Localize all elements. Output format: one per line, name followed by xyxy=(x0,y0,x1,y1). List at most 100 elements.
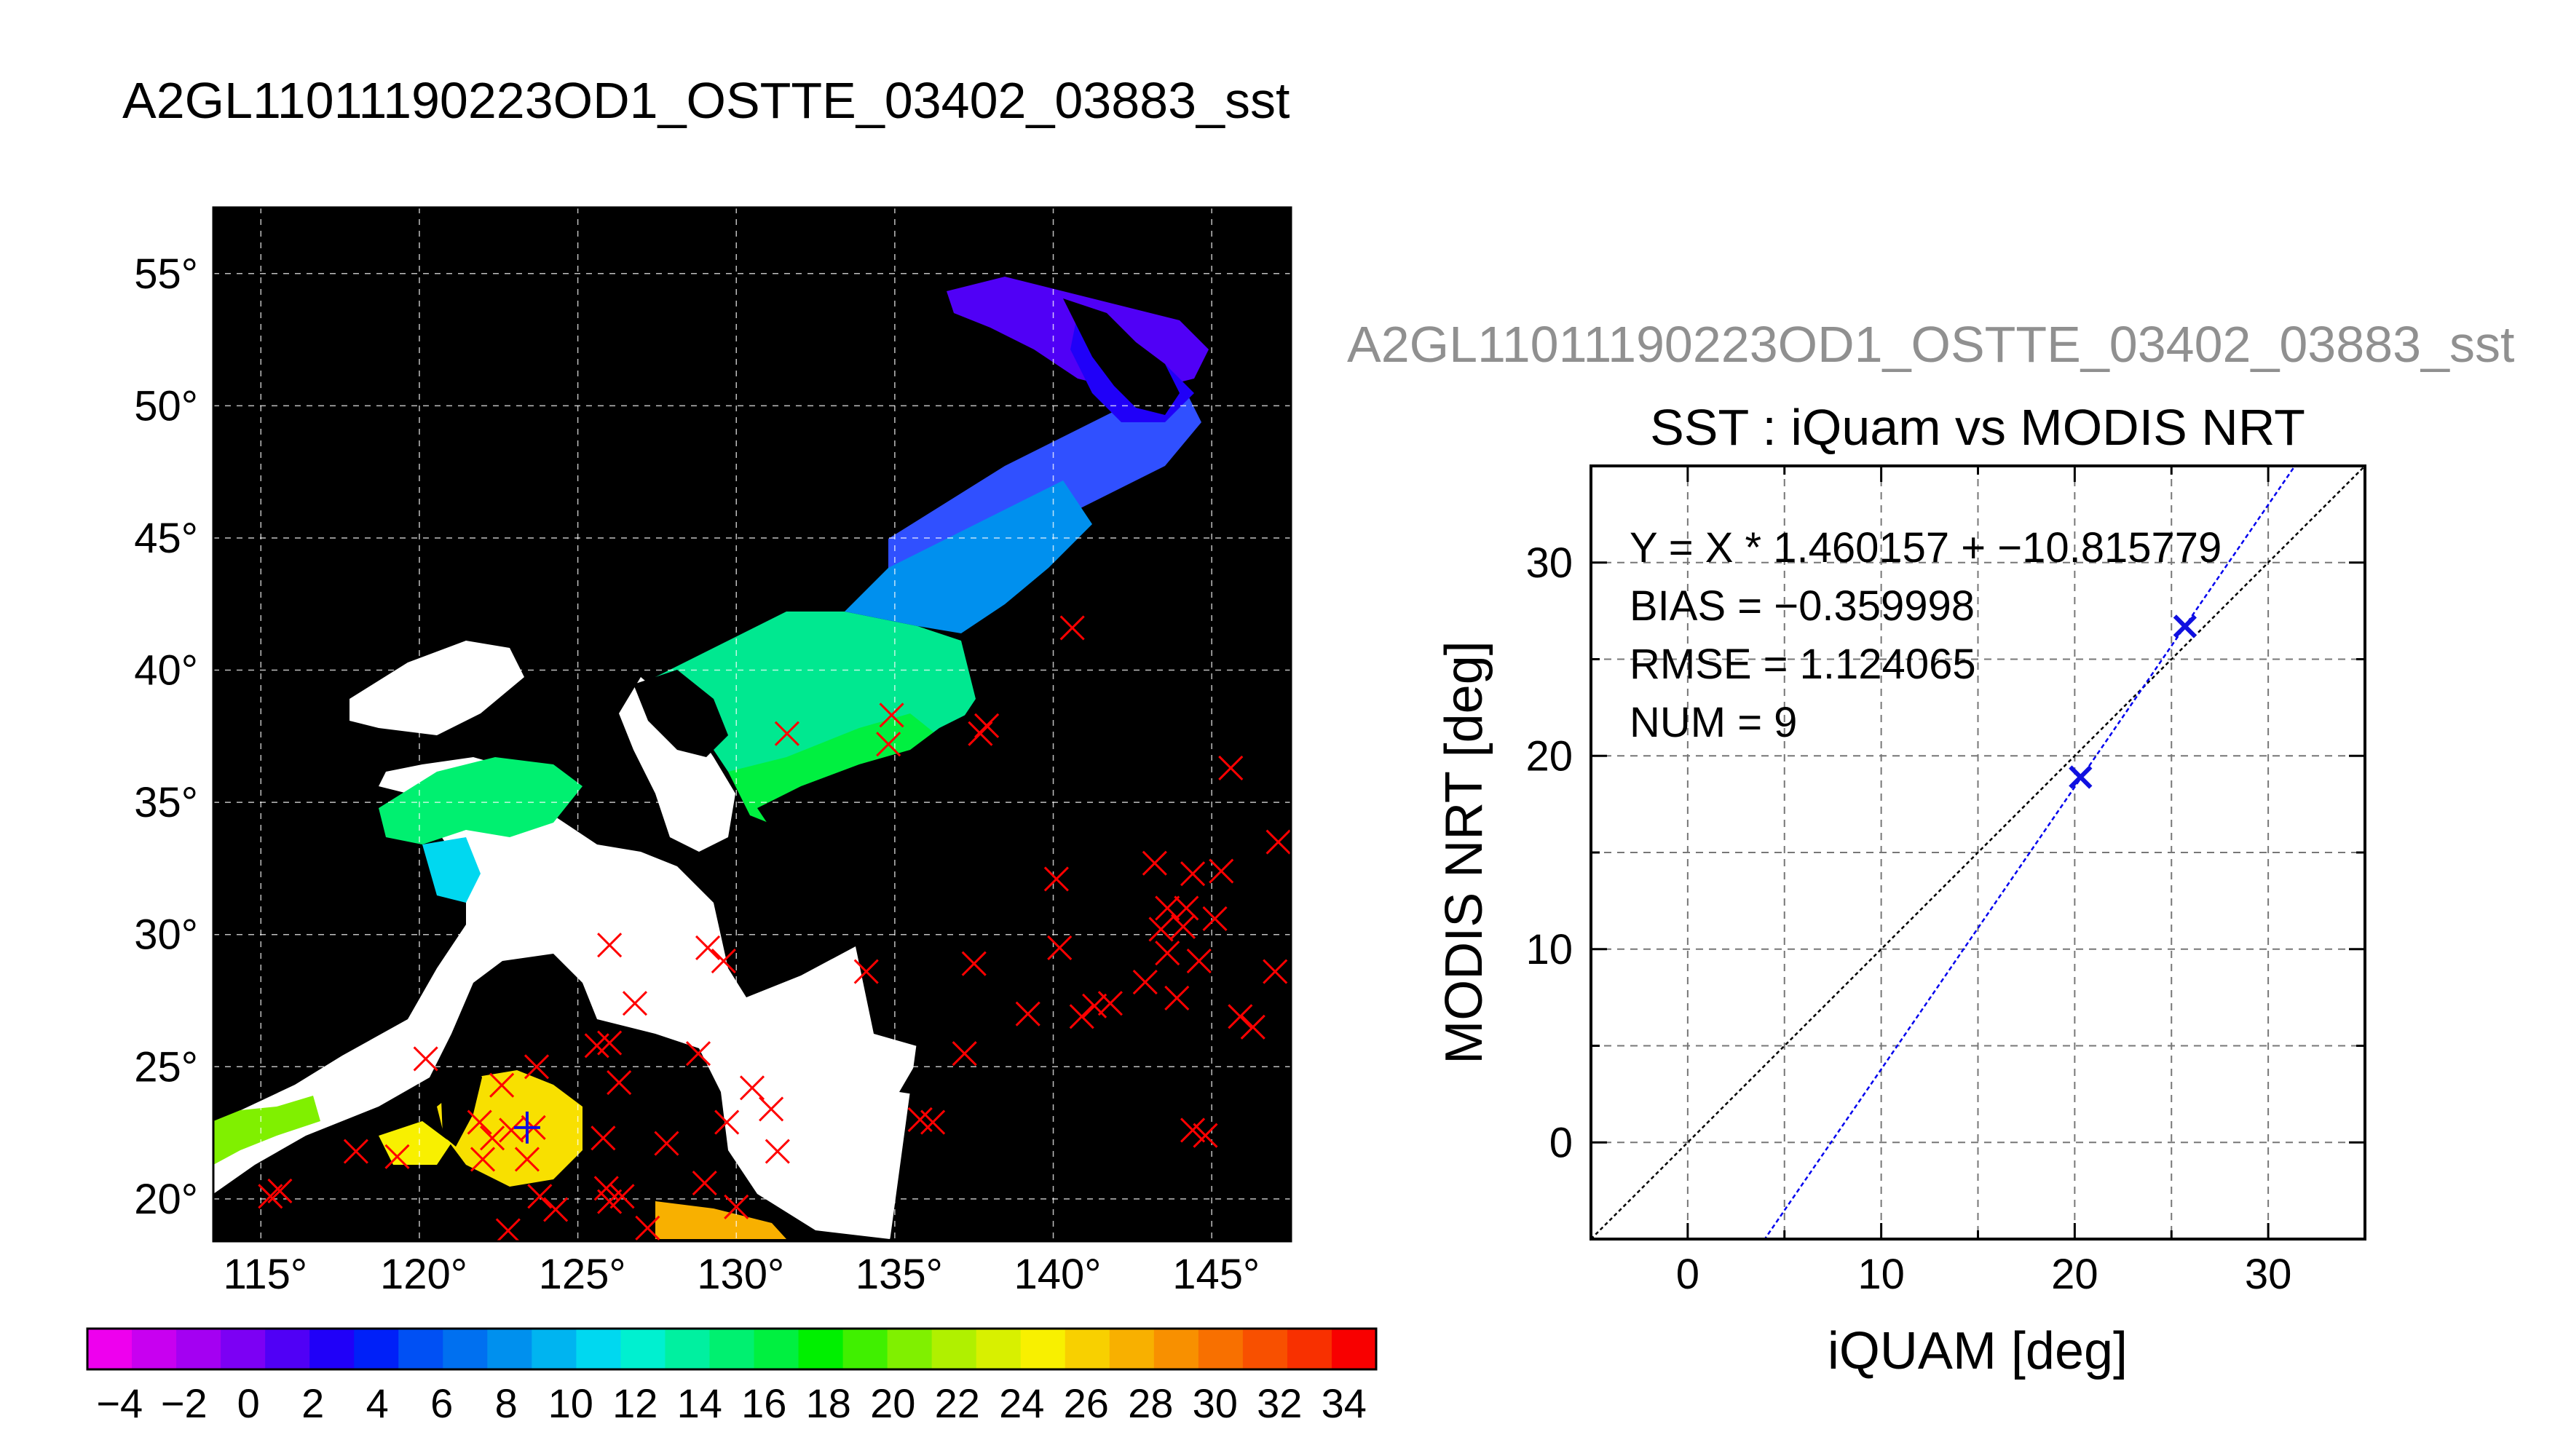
map-matched-marker xyxy=(513,1111,540,1144)
map-gridlines xyxy=(213,207,1291,1241)
map-lon-label: 140° xyxy=(1014,1251,1102,1298)
stats-num: NUM = 9 xyxy=(1630,699,1797,746)
colorbar-swatch xyxy=(1153,1329,1199,1369)
scatter-point xyxy=(2069,765,2093,789)
colorbar-swatch xyxy=(1198,1329,1244,1369)
colorbar-swatch xyxy=(398,1329,444,1369)
scatter-x-tick-label: 0 xyxy=(1676,1251,1699,1298)
map-marker xyxy=(607,1070,632,1096)
scatter-y-tick-label: 20 xyxy=(1525,732,1573,780)
map-lat-label: 45° xyxy=(134,515,198,562)
colorbar-tick-label: 18 xyxy=(806,1380,851,1426)
map-marker xyxy=(1059,615,1085,641)
map-marker xyxy=(470,1147,496,1172)
scatter-points xyxy=(2069,614,2197,789)
map-marker xyxy=(714,1109,740,1135)
map-marker xyxy=(952,1041,977,1067)
map-marker xyxy=(597,1030,623,1056)
map-marker xyxy=(1180,1117,1206,1143)
colorbar-swatch xyxy=(532,1329,577,1369)
map-marker xyxy=(1186,948,1212,974)
scatter-y-tick-label: 30 xyxy=(1525,539,1573,587)
scatter-panel: A2GL11011190223OD1_OSTTE_03402_03883_sst… xyxy=(1347,316,2514,1380)
map-marker xyxy=(1069,1004,1094,1029)
colorbar-tick-label: 10 xyxy=(548,1380,593,1426)
colorbar-tick-label: 22 xyxy=(935,1380,980,1426)
sst-patch-hokkaido-blue xyxy=(845,480,1092,633)
colorbar-tick-label: 8 xyxy=(495,1380,518,1426)
sst-patch-taiwan-yellow-2 xyxy=(379,1121,451,1165)
scatter-x-tick-label: 30 xyxy=(2245,1251,2292,1298)
colorbar-swatch xyxy=(1020,1329,1066,1369)
colorbar-tick-label: 14 xyxy=(677,1380,722,1426)
colorbar-swatch xyxy=(798,1329,844,1369)
colorbar-tick-label: 34 xyxy=(1322,1380,1367,1426)
sst-patch-south-china-green xyxy=(213,1096,320,1165)
fit-line xyxy=(1764,466,2297,1239)
colorbar-swatches xyxy=(87,1329,1377,1369)
colorbar-tick-label: 16 xyxy=(741,1380,786,1426)
scatter-y-tick-label: 10 xyxy=(1525,926,1573,973)
map-lat-labels: 55° 50° 45° 40° 35° 30° 25° 20° xyxy=(134,250,198,1223)
map-lon-label: 125° xyxy=(539,1251,626,1298)
scatter-ticks: 0 10 20 30 0 10 20 30 xyxy=(1525,466,2365,1298)
colorbar-swatch xyxy=(265,1329,310,1369)
colorbar-swatch xyxy=(176,1329,221,1369)
colorbar-swatch xyxy=(1331,1329,1377,1369)
colorbar-swatch xyxy=(1109,1329,1155,1369)
scatter-header: A2GL11011190223OD1_OSTTE_03402_03883_sst xyxy=(1347,316,2514,373)
map-marker xyxy=(489,1072,515,1098)
map-lon-label: 135° xyxy=(856,1251,943,1298)
map-marker xyxy=(853,959,879,984)
map-marker xyxy=(879,703,904,728)
colorbar-swatch xyxy=(842,1329,888,1369)
map-marker xyxy=(739,1075,765,1101)
colorbar-swatch xyxy=(576,1329,622,1369)
scatter-point xyxy=(2173,614,2197,638)
map-lon-label: 120° xyxy=(380,1251,467,1298)
sst-patch-yellowsea-cyan xyxy=(422,837,481,903)
colorbar-swatch xyxy=(221,1329,266,1369)
colorbar: −4 −2 0 2 4 6 8 10 12 14 16 18 20 22 24 26 28 30 32 34 xyxy=(86,1327,1378,1426)
colorbar-tick-label: −2 xyxy=(161,1380,208,1426)
map-marker xyxy=(499,1117,524,1143)
japan-honshu-land xyxy=(757,713,990,837)
map-lat-label: 35° xyxy=(134,779,198,826)
colorbar-swatch xyxy=(887,1329,933,1369)
ocean-east-black xyxy=(890,626,1291,1241)
map-marker xyxy=(635,1215,660,1241)
colorbar-swatch xyxy=(1287,1329,1332,1369)
map-marker xyxy=(1097,991,1123,1016)
map-marker xyxy=(1132,970,1158,995)
map-marker xyxy=(695,935,721,960)
map-marker xyxy=(876,732,901,757)
scatter-y-axis-label: MODIS NRT [deg] xyxy=(1435,641,1493,1064)
colorbar-tick-label: 28 xyxy=(1128,1380,1173,1426)
map-marker xyxy=(609,1184,635,1209)
colorbar-tick-label: 26 xyxy=(1064,1380,1109,1426)
colorbar-tick-label: −4 xyxy=(96,1380,143,1426)
map-marker xyxy=(1082,993,1107,1018)
map-marker xyxy=(1263,959,1288,984)
manchuria-coast xyxy=(350,641,524,735)
map-marker xyxy=(467,1109,492,1135)
colorbar-tick-label: 6 xyxy=(430,1380,453,1426)
colorbar-swatch xyxy=(87,1329,133,1369)
map-marker xyxy=(1047,935,1073,960)
colorbar-swatch xyxy=(754,1329,799,1369)
colorbar-tick-label: 20 xyxy=(870,1380,915,1426)
scatter-x-tick-label: 20 xyxy=(2051,1251,2098,1298)
map-marker xyxy=(479,1125,505,1151)
map-marker xyxy=(543,1197,569,1222)
colorbar-tick-label: 12 xyxy=(612,1380,657,1426)
sst-patch-bohai-green xyxy=(379,757,583,844)
colorbar-tick-label: 24 xyxy=(999,1380,1044,1426)
map-marker xyxy=(759,1096,784,1122)
scatter-lines xyxy=(1591,466,2365,1239)
identity-line xyxy=(1591,466,2365,1239)
colorbar-swatch xyxy=(976,1329,1022,1369)
map-marker xyxy=(527,1184,553,1209)
sst-patch-south-orange xyxy=(655,1201,786,1239)
colorbar-tick-labels: −4 −2 0 2 4 6 8 10 12 14 16 18 20 22 24 26 28 30 32 34 xyxy=(96,1380,1367,1426)
map-lat-label: 55° xyxy=(134,250,198,298)
